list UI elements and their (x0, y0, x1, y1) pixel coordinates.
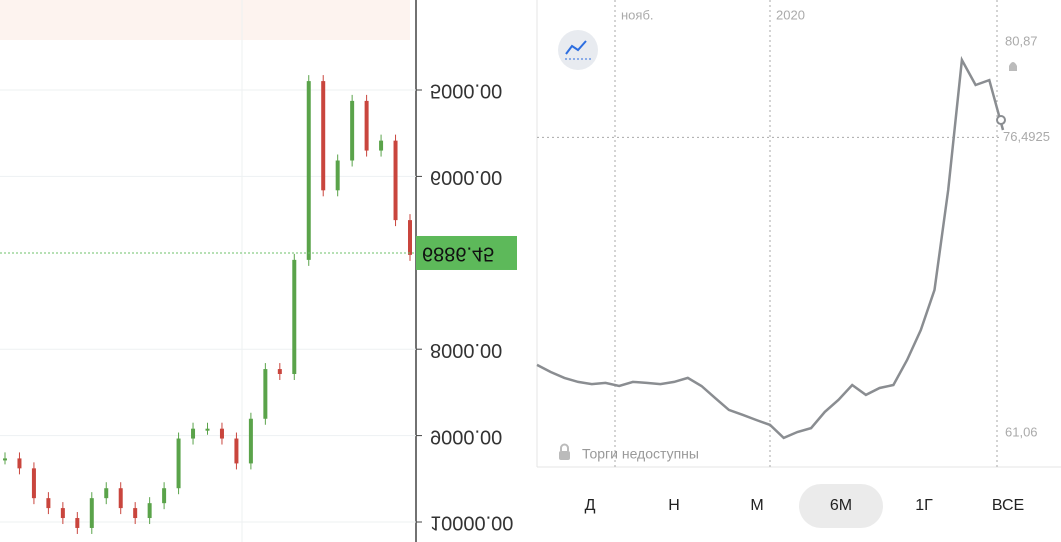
period-button[interactable]: ВСЕ (992, 497, 1024, 514)
candle (104, 488, 109, 499)
price-line-series (536, 55, 1005, 440)
candle (379, 140, 384, 151)
candle (162, 488, 167, 504)
y-tick-label: 80,87 (1005, 33, 1038, 48)
candle (263, 369, 268, 419)
candle (205, 428, 210, 431)
candle (176, 438, 181, 489)
candle (306, 81, 311, 260)
period-button[interactable]: 1Г (915, 497, 933, 514)
candle (277, 369, 282, 374)
indicator-icon (565, 40, 587, 55)
candle (118, 488, 123, 509)
candle (46, 498, 51, 509)
candle (219, 428, 224, 439)
y-tick-label: 6000.00 (430, 166, 502, 188)
last-point (996, 115, 1006, 126)
y-tick-label: 5000.00 (430, 80, 502, 102)
candle (364, 100, 369, 151)
y-tick-label: 61,06 (1005, 424, 1038, 439)
period-button[interactable]: Н (668, 497, 680, 514)
candle (321, 81, 326, 191)
period-selected[interactable] (799, 484, 883, 528)
candle (60, 508, 65, 519)
period-button[interactable]: Д (585, 497, 596, 514)
price-tag-label: 6886.45 (422, 243, 494, 265)
price-tag (416, 235, 517, 270)
left-panel (0, 0, 418, 542)
candle (31, 468, 36, 499)
candle (133, 508, 138, 519)
alert-icon[interactable] (1009, 62, 1017, 71)
y-tick-label: 9000.00 (430, 425, 502, 447)
candle (147, 503, 152, 519)
lock-icon (559, 451, 570, 460)
candle (292, 259, 297, 374)
candle (350, 100, 355, 161)
x-tick-label: нояб. (621, 7, 654, 22)
candle (17, 458, 22, 469)
candle (3, 458, 7, 461)
candle (191, 428, 196, 439)
volume-area (0, 0, 410, 40)
candle (234, 438, 239, 464)
period-button[interactable]: М (750, 497, 763, 514)
candle (75, 518, 80, 528)
candle (248, 418, 253, 464)
y-tick-label: 8000.00 (430, 339, 502, 361)
price-label: 76,4925 (1003, 129, 1050, 144)
candle (393, 140, 398, 221)
x-tick-label: 2020 (776, 7, 805, 22)
candle (408, 220, 412, 255)
candle (89, 498, 94, 528)
period-button[interactable]: 6М (830, 497, 852, 514)
y-tick-label: 10000.00 (430, 512, 513, 534)
status-text: Торги недоступны (582, 446, 699, 462)
candle (335, 160, 340, 191)
lock-icon (560, 443, 569, 451)
